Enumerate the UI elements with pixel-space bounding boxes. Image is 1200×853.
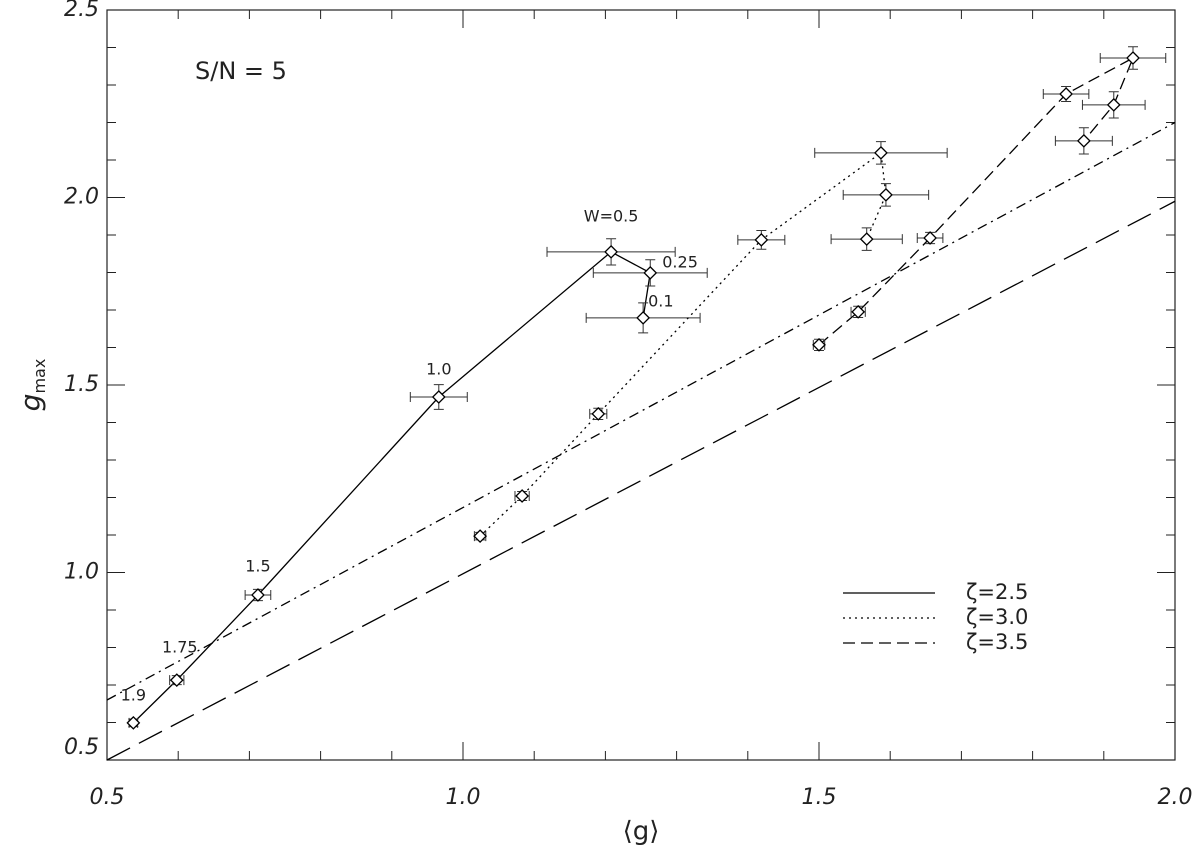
marker (169, 673, 184, 688)
y-tick-label: 1.0 (64, 560, 99, 585)
series-line (132, 251, 651, 724)
marker (812, 337, 826, 352)
marker (923, 231, 937, 245)
legend-label: ζ=3.5 (966, 630, 1028, 654)
reference-line (106, 200, 1176, 761)
y-axis-label: gmax (14, 359, 49, 412)
marker (251, 588, 265, 602)
point-label: W=0.5 (584, 206, 639, 225)
legend-label: ζ=2.5 (966, 580, 1028, 604)
reference-line (106, 121, 1176, 701)
x-tick-label: 1.5 (802, 785, 837, 810)
point-label: 1.9 (121, 685, 146, 704)
legend-label: ζ=3.0 (966, 605, 1028, 629)
marker (515, 489, 530, 503)
marker (604, 244, 619, 259)
point-label: 0.25 (662, 252, 698, 271)
series-line (818, 56, 1135, 346)
marker (431, 390, 446, 404)
marker (1076, 133, 1091, 148)
point-label: 1.0 (426, 360, 451, 379)
y-axis-label-sub: max (30, 359, 49, 394)
marker (754, 232, 769, 247)
x-tick-label: 1.0 (446, 785, 481, 810)
point-label: 1.5 (245, 557, 270, 576)
annotation: S/N = 5 (195, 57, 287, 85)
x-tick-label: 2.0 (1158, 785, 1193, 810)
marker (1106, 97, 1121, 112)
y-tick-label: 2.0 (64, 185, 99, 210)
y-tick-label: 2.5 (64, 0, 99, 22)
marker (879, 187, 893, 202)
x-tick-label: 0.5 (90, 785, 125, 810)
x-axis-label: ⟨g⟩ (623, 817, 660, 847)
y-axis-label-main: g (14, 394, 47, 412)
marker (473, 529, 488, 544)
marker (851, 304, 866, 319)
point-label: 0.1 (648, 291, 673, 310)
marker (126, 715, 141, 730)
marker (643, 265, 658, 280)
marker (859, 232, 874, 247)
marker (591, 406, 606, 421)
marker (1059, 87, 1073, 101)
marker (636, 310, 651, 325)
y-tick-label: 0.5 (64, 735, 99, 760)
marker (1126, 51, 1140, 65)
marker (874, 145, 888, 160)
point-label: 1.75 (162, 638, 198, 657)
y-tick-label: 1.5 (64, 372, 99, 397)
